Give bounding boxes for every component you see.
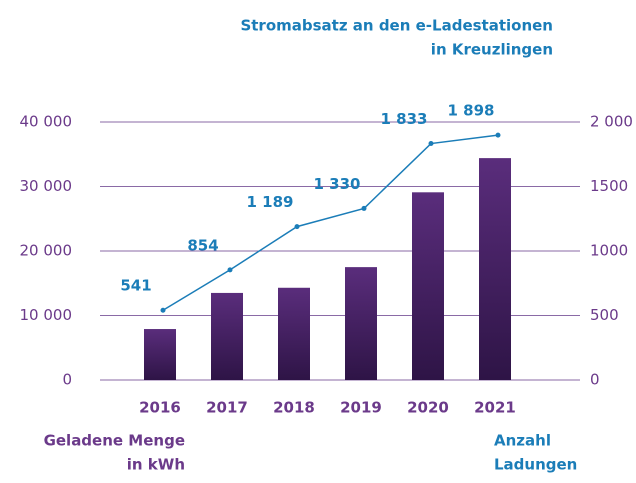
bar <box>144 329 176 380</box>
x-tick-label: 2016 <box>139 399 181 417</box>
chart-title: in Kreuzlingen <box>431 41 553 59</box>
line-point <box>294 224 300 230</box>
y-tick-label: 30 000 <box>20 177 73 195</box>
x-tick-label: 2017 <box>206 399 248 417</box>
y-tick-label: 20 000 <box>20 242 73 260</box>
x-tick-label: 2021 <box>474 399 516 417</box>
data-label: 854 <box>187 236 218 254</box>
y-axis-label: Geladene Menge <box>44 432 185 450</box>
data-label: 541 <box>120 277 151 295</box>
line-point <box>361 205 367 211</box>
chart-title: Stromabsatz an den e-Ladestationen <box>240 17 553 35</box>
y2-tick-label: 1000 <box>590 242 628 260</box>
data-label: 1 898 <box>448 102 495 120</box>
line-point <box>495 132 501 138</box>
y2-axis-label: Anzahl <box>494 432 551 450</box>
data-label: 1 330 <box>314 175 361 193</box>
line-point <box>227 267 233 273</box>
line-point <box>160 307 166 313</box>
y-tick-label: 10 000 <box>20 306 73 324</box>
bar <box>412 192 444 380</box>
x-tick-label: 2020 <box>407 399 449 417</box>
bar <box>278 287 310 380</box>
y-axis-label: in kWh <box>127 456 185 474</box>
y-tick-label: 0 <box>62 371 72 389</box>
y2-tick-label: 2 000 <box>590 113 633 131</box>
y2-tick-label: 1500 <box>590 177 628 195</box>
y-tick-label: 40 000 <box>20 113 73 131</box>
x-tick-label: 2019 <box>340 399 382 417</box>
x-tick-label: 2018 <box>273 399 315 417</box>
y2-tick-label: 500 <box>590 306 619 324</box>
line <box>162 134 499 311</box>
bar <box>479 158 511 380</box>
data-label: 1 833 <box>381 110 428 128</box>
bar <box>211 292 243 380</box>
line-point <box>428 141 434 147</box>
bar <box>345 267 377 380</box>
data-label: 1 189 <box>247 193 294 211</box>
y2-axis-label: Ladungen <box>494 456 577 474</box>
y2-tick-label: 0 <box>590 371 600 389</box>
